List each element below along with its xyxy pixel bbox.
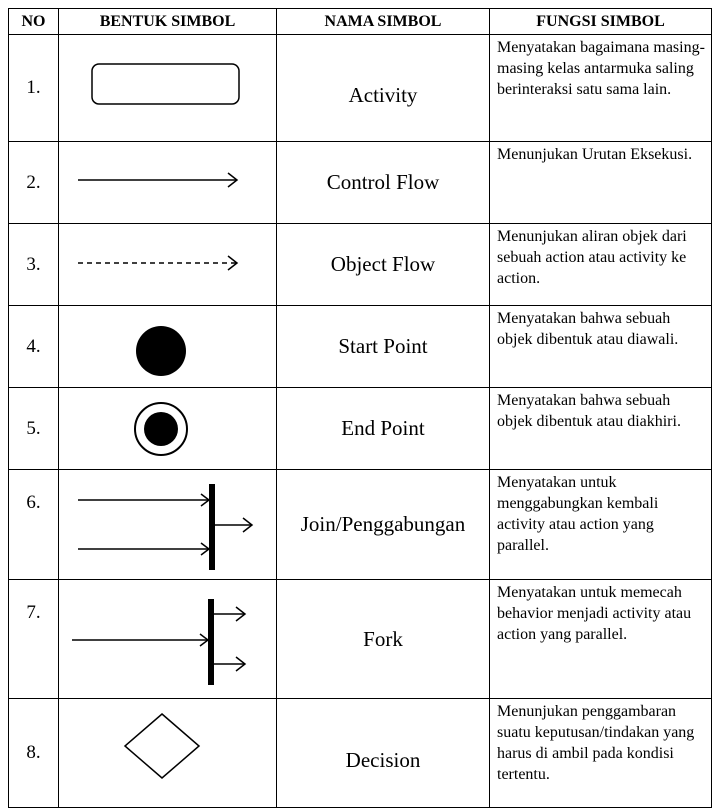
shape-cell [58, 305, 277, 388]
symbol-function: Menunjukan penggambaran suatu keputusan/… [489, 698, 712, 808]
table-row: 8. Decision Menunjukan penggambaran suat… [8, 698, 712, 808]
bullseye-circle-icon [134, 402, 188, 456]
header-no: NO [8, 8, 59, 35]
symbol-function: Menyatakan untuk memecah behavior menjad… [489, 579, 712, 699]
table-row: 2. Control Flow Menunjukan Urutan Ekseku… [8, 141, 712, 224]
header-row: NO BENTUK SIMBOL NAMA SIMBOL FUNGSI SIMB… [8, 8, 712, 35]
symbol-name: Object Flow [276, 223, 490, 306]
join-bar-icon [78, 484, 254, 570]
symbol-name: End Point [276, 387, 490, 470]
symbol-function: Menyatakan untuk menggabungkan kembali a… [489, 469, 712, 580]
symbol-name: Decision [276, 698, 490, 808]
table-row: 7. Fork Menyatakan untuk memecah behavio… [8, 579, 712, 699]
table-row: 3. Object Flow Menunjukan aliran objek d… [8, 223, 712, 306]
symbol-name: Control Flow [276, 141, 490, 224]
filled-circle-icon [136, 326, 186, 376]
symbol-name: Fork [276, 579, 490, 699]
table-row: 6. Join/Penggabungan Menyatakan untuk me… [8, 469, 712, 580]
row-number: 1. [8, 34, 59, 142]
table-row: 1. Activity Menyatakan bagaimana masing-… [8, 34, 712, 142]
shape-cell [58, 223, 277, 306]
shape-cell [58, 469, 277, 580]
symbol-name: Activity [276, 34, 490, 142]
shape-cell [58, 698, 277, 808]
rounded-rectangle-icon [91, 63, 240, 105]
header-shape: BENTUK SIMBOL [58, 8, 277, 35]
symbol-function: Menyatakan bahwa sebuah objek dibentuk a… [489, 387, 712, 470]
row-number: 7. [8, 579, 59, 699]
solid-arrow-icon [78, 172, 239, 188]
symbol-name: Join/Penggabungan [276, 469, 490, 580]
symbol-name: Start Point [276, 305, 490, 388]
row-number: 6. [8, 469, 59, 580]
fork-bar-icon [72, 599, 247, 685]
shape-cell [58, 579, 277, 699]
table-row: 4. Start Point Menyatakan bahwa sebuah o… [8, 305, 712, 388]
symbol-function: Menyatakan bagaimana masing-masing kelas… [489, 34, 712, 142]
shape-cell [58, 141, 277, 224]
shape-cell [58, 387, 277, 470]
symbol-function: Menyatakan bahwa sebuah objek dibentuk a… [489, 305, 712, 388]
symbol-function: Menunjukan aliran objek dari sebuah acti… [489, 223, 712, 306]
row-number: 3. [8, 223, 59, 306]
header-function: FUNGSI SIMBOL [489, 8, 712, 35]
row-number: 5. [8, 387, 59, 470]
row-number: 2. [8, 141, 59, 224]
diamond-icon [123, 713, 201, 779]
table-row: 5. End Point Menyatakan bahwa sebuah obj… [8, 387, 712, 470]
row-number: 4. [8, 305, 59, 388]
symbol-table: NO BENTUK SIMBOL NAMA SIMBOL FUNGSI SIMB… [8, 8, 712, 808]
header-name: NAMA SIMBOL [276, 8, 490, 35]
shape-cell [58, 34, 277, 142]
dashed-arrow-icon [78, 255, 239, 271]
symbol-function: Menunjukan Urutan Eksekusi. [489, 141, 712, 224]
row-number: 8. [8, 698, 59, 808]
